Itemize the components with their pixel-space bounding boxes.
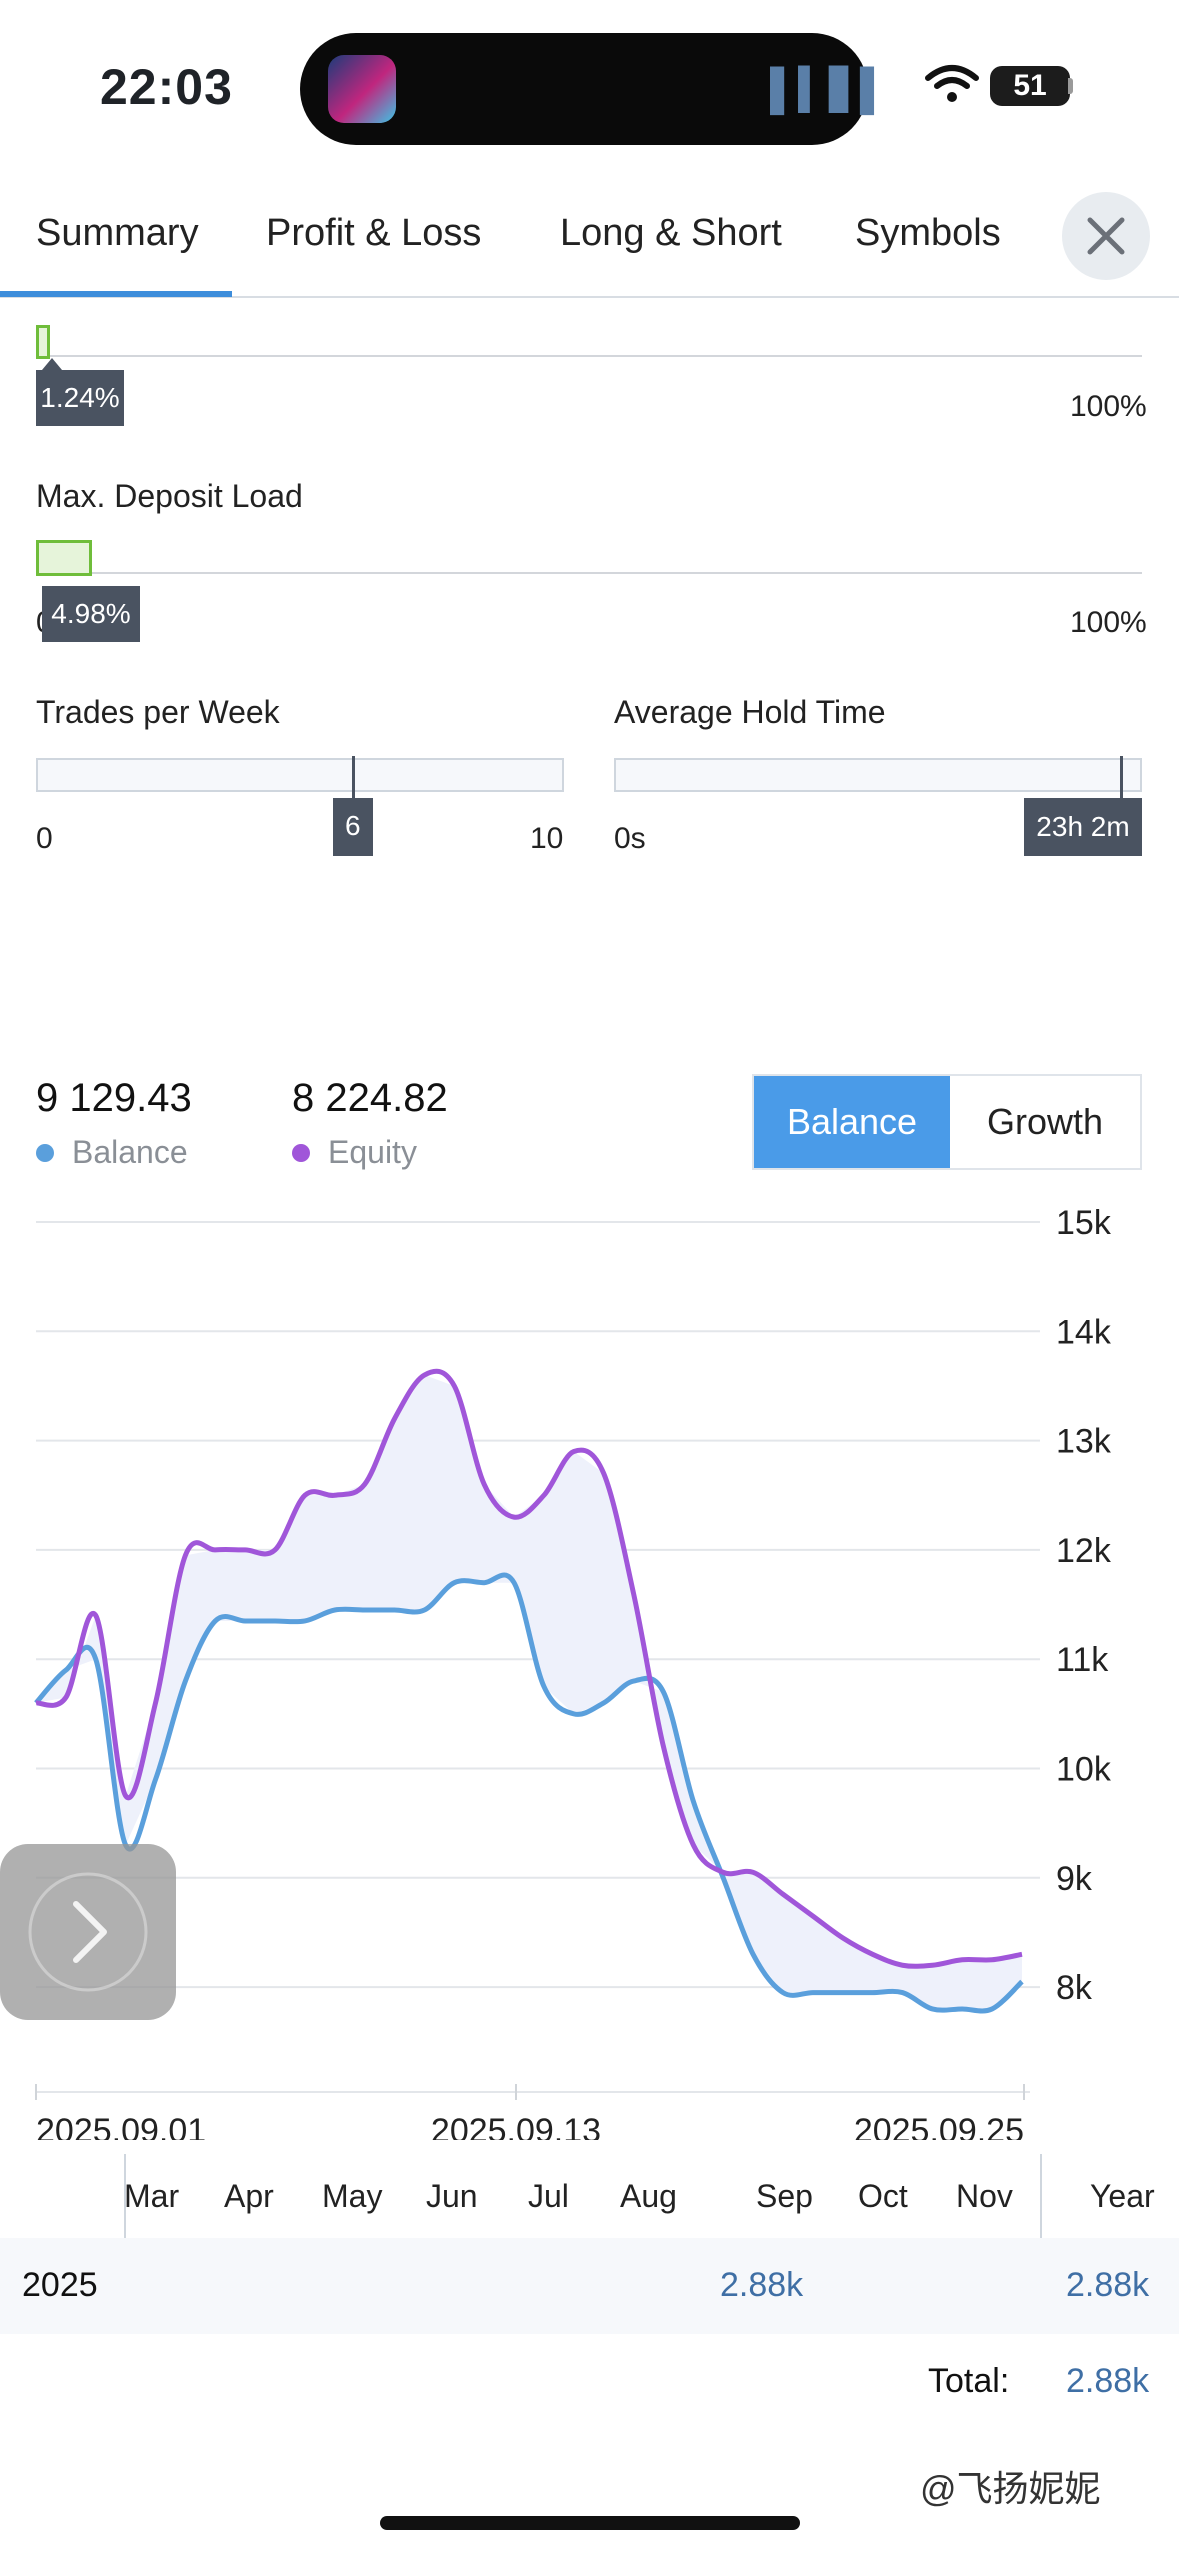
equity-legend-label: Equity <box>328 1134 417 1170</box>
tab-bar: Summary Profit & Loss Long & Short Symbo… <box>0 190 1179 298</box>
toggle-balance-button[interactable]: Balance <box>754 1076 950 1168</box>
active-tab-indicator <box>0 291 232 297</box>
close-icon <box>1087 217 1125 255</box>
x-tick-label: 2025.09.25 <box>854 2112 1024 2140</box>
year-profit-value[interactable]: 2.88k <box>1066 2266 1150 2304</box>
deposit-load-title: Max. Deposit Load <box>36 478 303 514</box>
hold-time-marker <box>1120 756 1123 800</box>
month-header-nov: Nov <box>956 2178 1013 2214</box>
y-tick-label: 13k <box>1056 1423 1112 1461</box>
y-tick-label: 11k <box>1056 1641 1109 1679</box>
toggle-growth-button[interactable]: Growth <box>986 1101 1104 1142</box>
y-tick-label: 10k <box>1056 1751 1112 1789</box>
deposit-load-track <box>36 572 1142 574</box>
equity-series-line <box>35 1368 1023 1969</box>
sep-profit-value[interactable]: 2.88k <box>720 2266 804 2304</box>
status-time: 22:03 <box>100 59 233 115</box>
month-header-jul: Jul <box>528 2178 569 2214</box>
y-tick-label: 12k <box>1056 1532 1112 1570</box>
trades-per-week-marker <box>351 756 355 800</box>
balance-series-line <box>34 1572 1024 2014</box>
hold-time-min: 0s <box>614 822 646 855</box>
y-tick-label: 8k <box>1056 1969 1093 2007</box>
y-tick-label: 9k <box>1056 1860 1093 1898</box>
deposit-load-fill <box>36 540 92 576</box>
trades-per-week-bar <box>36 758 564 792</box>
floating-nav-button[interactable] <box>0 1844 176 2020</box>
tab-summary[interactable]: Summary <box>36 212 199 254</box>
row-year-label: 2025 <box>22 2266 98 2304</box>
watermark: @飞扬妮妮 <box>920 2468 1101 2509</box>
app-icon <box>328 55 396 123</box>
deposit-load-value-flag: 4.98% <box>42 586 140 642</box>
tab-long-short[interactable]: Long & Short <box>560 212 782 254</box>
dynamic-island: ▌▍▋▌ <box>300 33 888 145</box>
deposit-load-max: 100% <box>1070 606 1147 639</box>
gauge-track <box>36 355 1142 357</box>
month-header-may: May <box>322 2178 383 2214</box>
trades-per-week-value-flag: 6 <box>332 798 373 856</box>
total-value: 2.88k <box>1066 2362 1150 2400</box>
month-header-aug: Aug <box>620 2178 677 2214</box>
month-header-year: Year <box>1090 2178 1155 2214</box>
balance-value: 9 129.43 <box>36 1076 192 1120</box>
month-header-oct: Oct <box>858 2178 908 2214</box>
balance-legend-label: Balance <box>72 1134 188 1170</box>
x-tick-label: 2025.09.01 <box>36 2112 206 2140</box>
x-tick-label: 2025.09.13 <box>431 2112 601 2140</box>
home-indicator <box>380 2516 800 2530</box>
gauge-fill <box>36 325 50 359</box>
y-tick-label: 15k <box>1056 1204 1112 1242</box>
trades-per-week-title: Trades per Week <box>36 694 280 730</box>
wifi-icon <box>925 65 979 102</box>
hold-time-bar <box>614 758 1142 792</box>
chevron-right-icon <box>28 1872 148 1992</box>
trades-per-week-max: 10 <box>530 822 564 855</box>
tab-symbols[interactable]: Symbols <box>855 212 1001 254</box>
month-header-apr: Apr <box>224 2178 274 2214</box>
gauge-value-flag: 1.24% <box>36 370 124 426</box>
hold-time-title: Average Hold Time <box>614 694 886 730</box>
y-tick-label: 14k <box>1056 1313 1112 1351</box>
chart-mode-toggle: Balance Growth <box>752 1074 1142 1170</box>
month-header-mar: Mar <box>124 2178 180 2214</box>
equity-value: 8 224.82 <box>292 1076 448 1120</box>
equity-legend-dot <box>292 1144 310 1162</box>
trades-per-week-min: 0 <box>36 822 53 855</box>
audio-wave-icon: ▌▍▋▌ <box>770 68 889 112</box>
battery-icon: 51 <box>990 66 1070 106</box>
gauge-flag-arrow <box>42 358 62 370</box>
month-header-jun: Jun <box>426 2178 478 2214</box>
hold-time-value-flag: 23h 2m <box>1024 798 1142 856</box>
table-row <box>0 2238 1179 2334</box>
battery-tip <box>1068 78 1073 94</box>
balance-equity-chart: 15k 14k 13k 12k 11k 10k 9k 8k 2025.09.01 2025.09.… <box>34 1204 1112 2140</box>
total-label: Total: <box>928 2362 1010 2400</box>
balance-legend-dot <box>36 1144 54 1162</box>
tab-profit-loss[interactable]: Profit & Loss <box>266 212 482 254</box>
month-header-sep: Sep <box>756 2178 813 2214</box>
gauge-max-label: 100% <box>1070 390 1147 423</box>
close-button[interactable] <box>1062 192 1150 280</box>
